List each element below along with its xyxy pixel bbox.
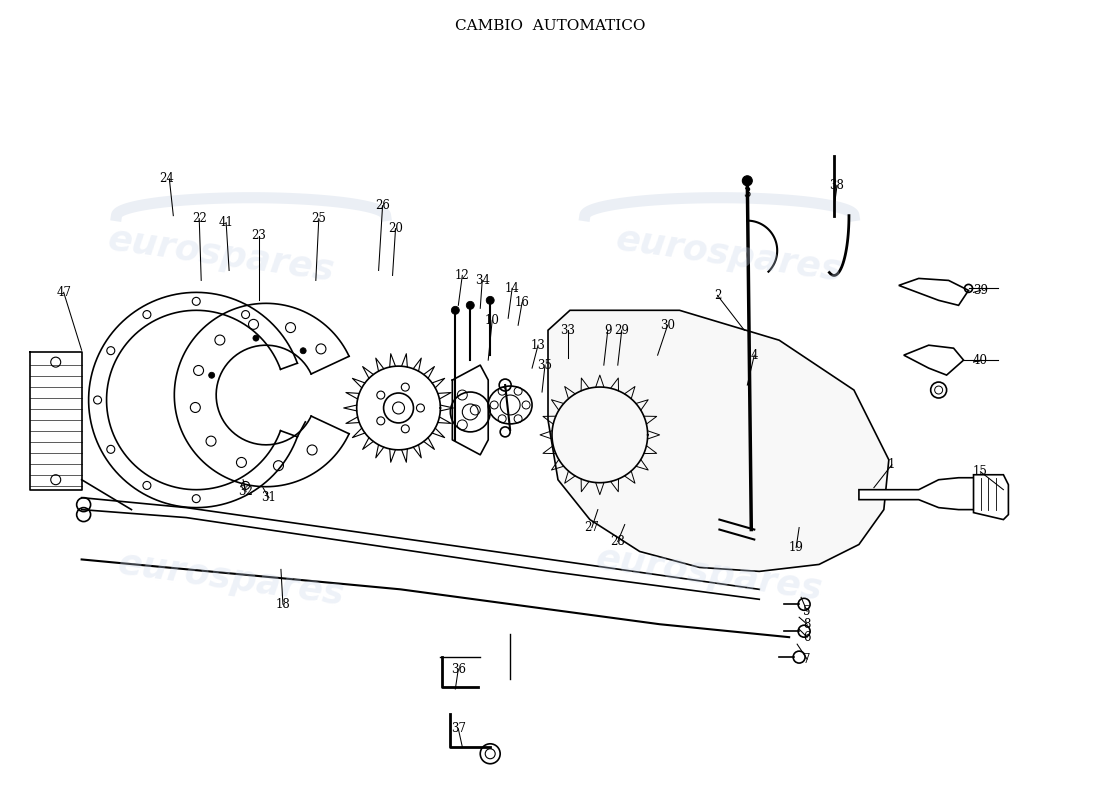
Circle shape	[209, 372, 214, 378]
Text: 30: 30	[660, 318, 675, 332]
Text: 47: 47	[56, 286, 72, 299]
Polygon shape	[859, 478, 989, 510]
Text: 23: 23	[252, 229, 266, 242]
Text: 14: 14	[505, 282, 519, 295]
Circle shape	[742, 176, 752, 186]
Text: 16: 16	[515, 296, 529, 309]
Text: 1: 1	[888, 458, 895, 471]
Text: 22: 22	[191, 212, 207, 225]
Text: 10: 10	[485, 314, 499, 326]
Text: 41: 41	[219, 216, 233, 229]
Text: 5: 5	[803, 605, 811, 618]
Text: CAMBIO  AUTOMATICO: CAMBIO AUTOMATICO	[454, 19, 646, 34]
Text: 13: 13	[530, 338, 546, 352]
Text: 15: 15	[974, 466, 988, 478]
Text: 40: 40	[974, 354, 988, 366]
Text: 32: 32	[239, 485, 253, 498]
Text: 9: 9	[604, 324, 612, 337]
Text: 25: 25	[311, 212, 327, 225]
Text: 8: 8	[803, 618, 811, 630]
Text: eurospares: eurospares	[106, 222, 337, 288]
Text: 36: 36	[451, 662, 465, 675]
Text: 2: 2	[714, 289, 722, 302]
Circle shape	[451, 306, 460, 314]
Polygon shape	[974, 474, 1009, 519]
Text: 4: 4	[750, 349, 758, 362]
Text: 38: 38	[829, 179, 845, 192]
Text: 12: 12	[455, 269, 470, 282]
Text: 39: 39	[974, 284, 988, 297]
Text: 28: 28	[610, 535, 625, 548]
Text: 6: 6	[803, 630, 811, 644]
Text: 27: 27	[584, 521, 600, 534]
Circle shape	[466, 302, 474, 310]
Polygon shape	[548, 310, 889, 571]
Text: 3: 3	[744, 187, 751, 200]
Circle shape	[300, 348, 306, 354]
Text: eurospares: eurospares	[116, 546, 346, 612]
Text: eurospares: eurospares	[594, 542, 825, 607]
Text: 7: 7	[803, 653, 811, 666]
Polygon shape	[904, 345, 964, 375]
Text: 34: 34	[475, 274, 490, 287]
Circle shape	[486, 296, 494, 304]
Text: 31: 31	[262, 491, 276, 504]
Text: 24: 24	[158, 172, 174, 186]
Text: 18: 18	[276, 598, 290, 610]
Polygon shape	[899, 278, 968, 306]
Circle shape	[253, 335, 258, 341]
Text: 26: 26	[375, 199, 390, 212]
Text: 19: 19	[789, 541, 804, 554]
Text: 33: 33	[560, 324, 575, 337]
Text: 35: 35	[538, 358, 552, 372]
Text: eurospares: eurospares	[614, 222, 845, 288]
Text: 20: 20	[388, 222, 403, 235]
Text: 37: 37	[451, 722, 465, 735]
Text: 29: 29	[614, 324, 629, 337]
